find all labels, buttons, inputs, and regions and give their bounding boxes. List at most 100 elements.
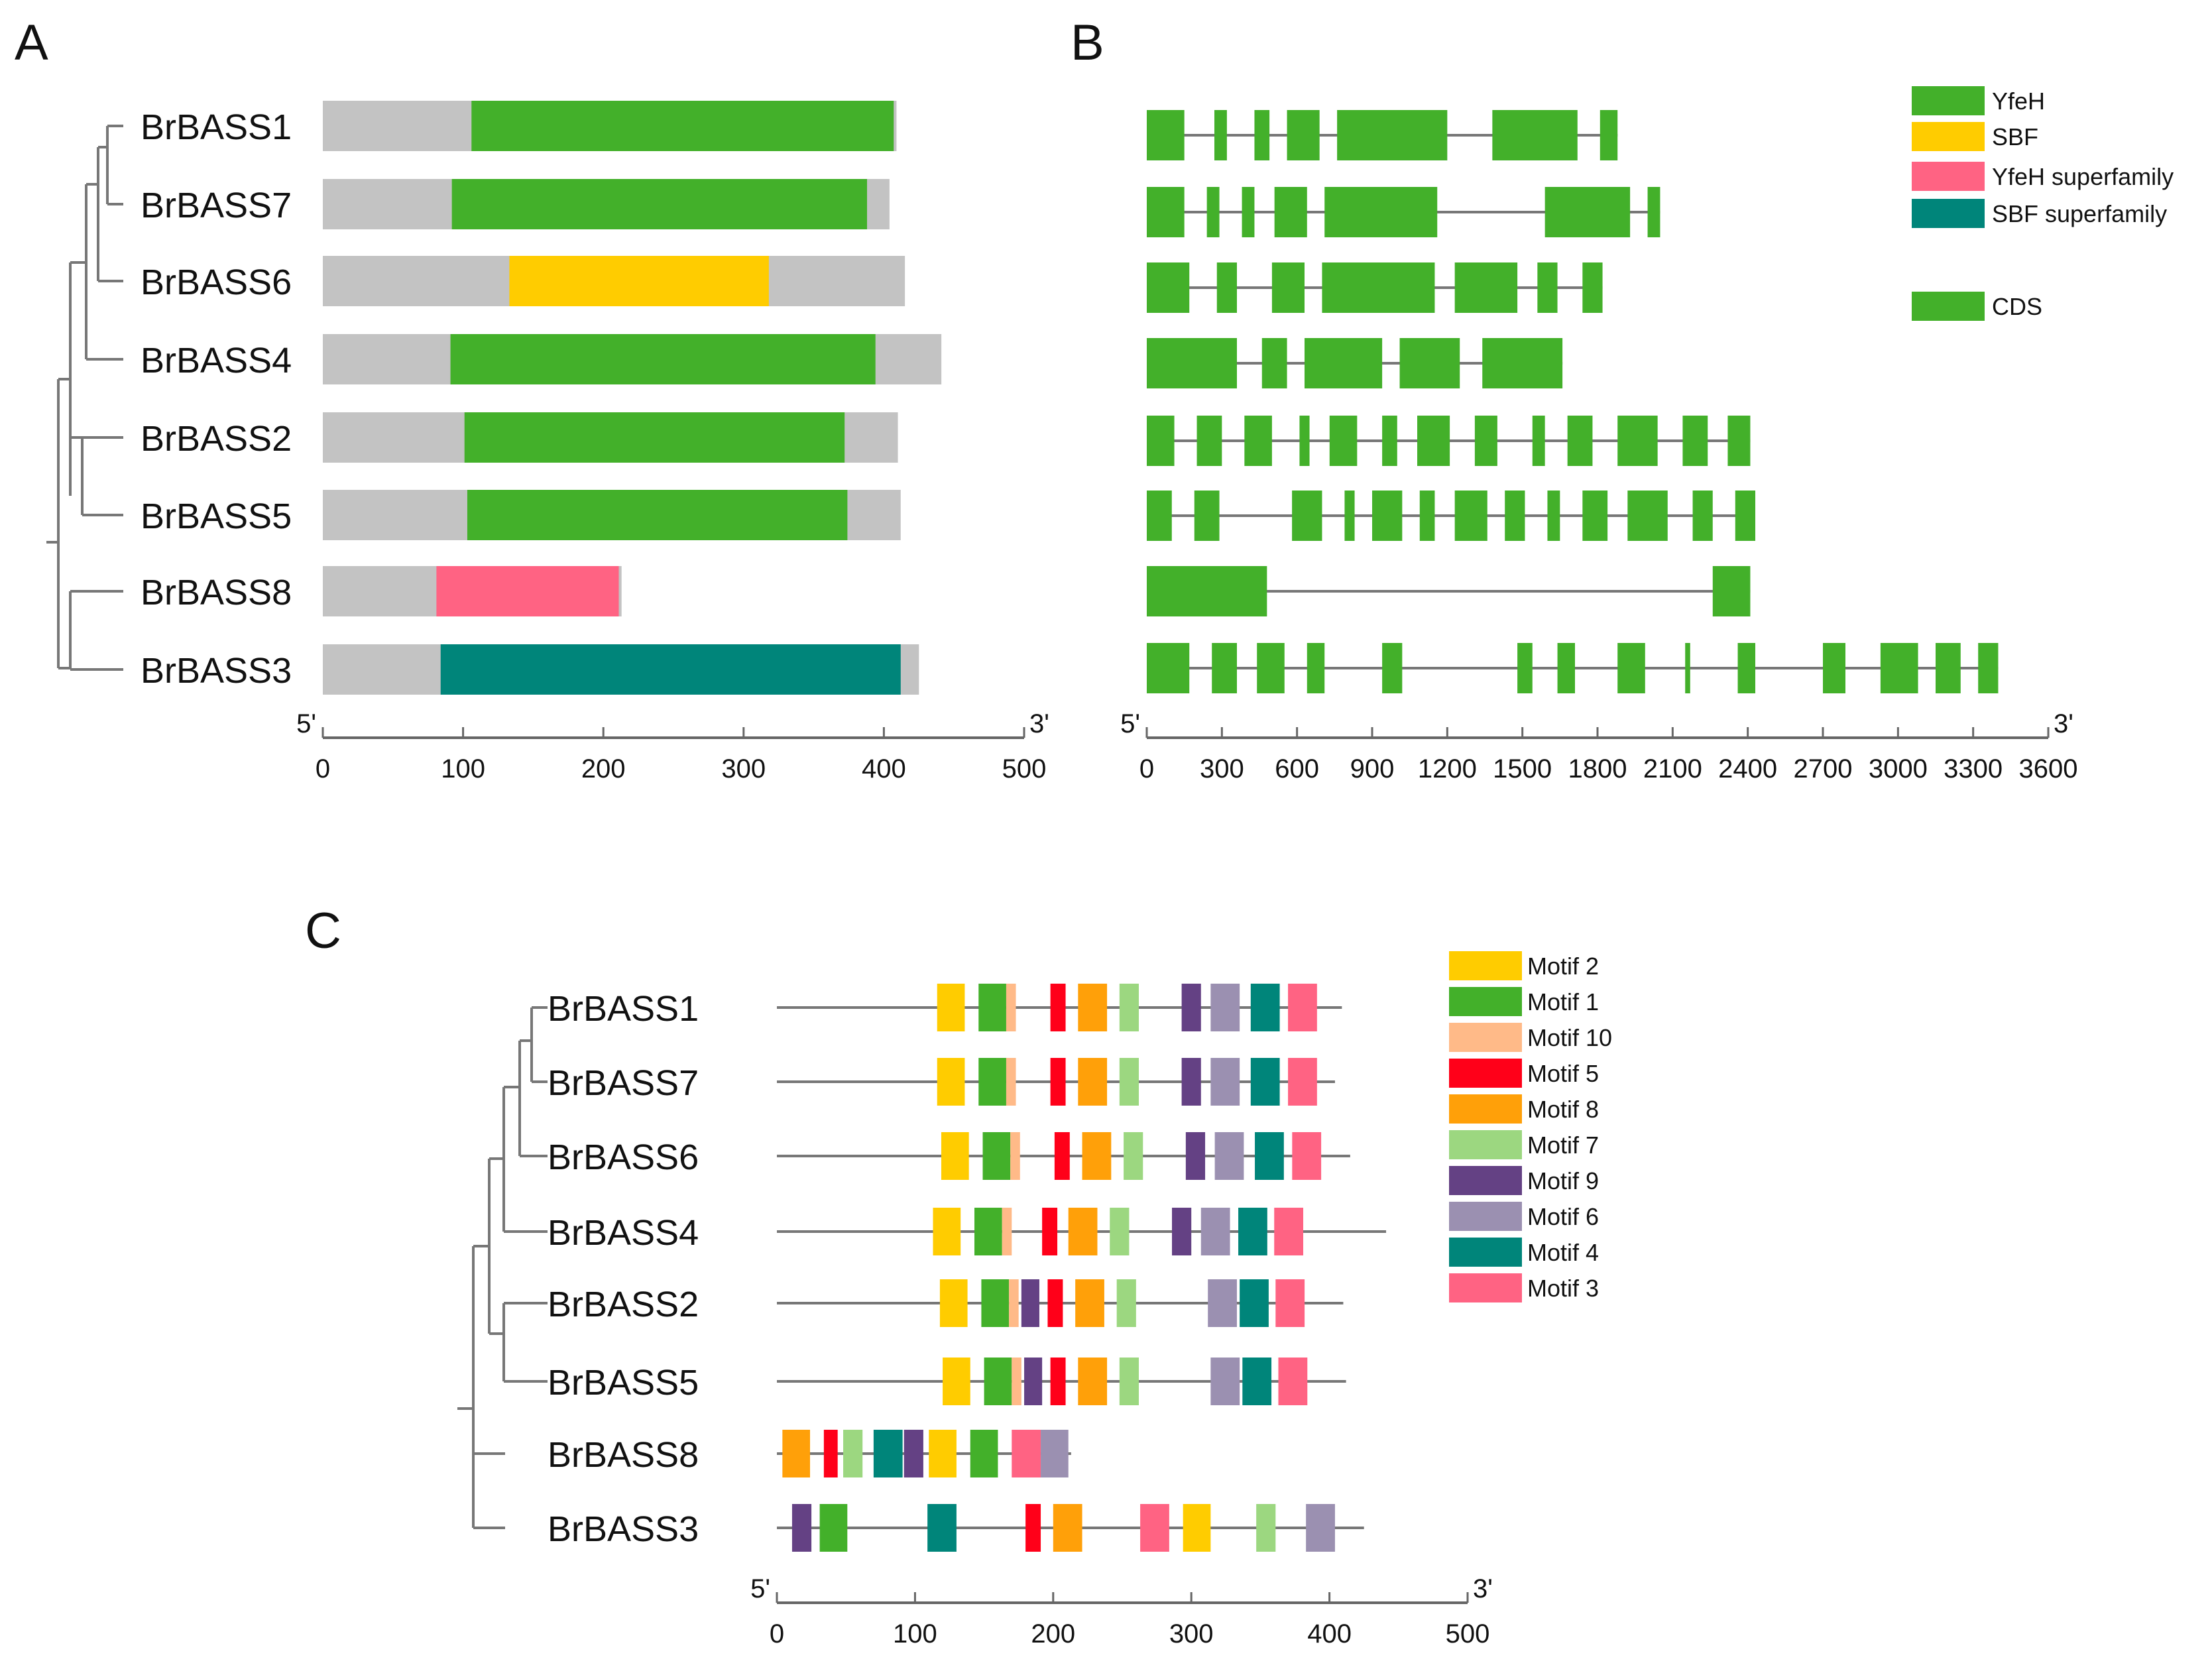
motif-3-block	[1288, 984, 1317, 1031]
motif-6-block	[1210, 984, 1240, 1031]
legend-swatch-motif-8	[1449, 1094, 1522, 1124]
legend-label-motif-6: Motif 6	[1527, 1203, 1599, 1230]
cds-exon	[1274, 187, 1307, 237]
motif-6-block	[1041, 1430, 1069, 1477]
motif-5-block	[1025, 1504, 1041, 1552]
motif-9-block	[903, 1430, 923, 1477]
cds-exon	[1147, 187, 1185, 237]
motif-6-block	[1306, 1504, 1335, 1552]
cds-exon	[1147, 262, 1190, 313]
motif-8-block	[1075, 1279, 1104, 1327]
gene-label-brbass5: BrBASS5	[548, 1363, 699, 1403]
motif-4-block	[1250, 1058, 1280, 1106]
cds-exon	[1242, 187, 1255, 237]
panel-c-tick-label: 300	[1169, 1619, 1214, 1648]
cds-exon	[1617, 643, 1645, 693]
cds-exon	[1212, 643, 1237, 693]
panel-c-end-label: 3'	[1473, 1574, 1493, 1603]
panel-b-tick-label: 3000	[1869, 754, 1928, 783]
panel-b-axis: 0 300 600 900 1200 1500 1800 2100 2400 2700 3000 33…	[1120, 709, 2077, 783]
panel-b-tick-label: 2700	[1794, 754, 1853, 783]
motif-5-block	[1054, 1132, 1070, 1180]
gene-label-brbass3: BrBASS3	[548, 1509, 699, 1549]
motif-8-block	[1078, 1358, 1108, 1405]
cds-exon	[1194, 491, 1220, 541]
panel-a-tick-label: 200	[581, 754, 626, 783]
cds-exon	[1216, 262, 1237, 313]
legend-swatch-motif-5	[1449, 1059, 1522, 1088]
motif-3-block	[1288, 1058, 1317, 1106]
motif-6-block	[1210, 1058, 1240, 1106]
motif-7-block	[1119, 1058, 1139, 1106]
motif-3-block	[1140, 1504, 1169, 1552]
motif-1-block	[974, 1208, 1002, 1255]
cds-exon	[1936, 643, 1961, 693]
motif-4-block	[873, 1430, 903, 1477]
motif-10-block	[1006, 1058, 1016, 1106]
motif-7-block	[843, 1430, 863, 1477]
gene-label-brbass7: BrBASS7	[141, 186, 292, 225]
motif-4-block	[1250, 984, 1280, 1031]
motif-5-block	[1042, 1208, 1058, 1255]
motif-4-block	[1242, 1358, 1272, 1405]
panel-b-start-label: 5'	[1120, 709, 1140, 738]
motif-8-block	[1082, 1132, 1112, 1180]
motif-2-block	[943, 1358, 970, 1405]
motif-4-block	[1240, 1279, 1269, 1327]
motif-8-block	[1053, 1504, 1082, 1552]
legend-label-motif-1: Motif 1	[1527, 988, 1599, 1015]
cds-exon	[1382, 643, 1403, 693]
legend-label-yfeh: YfeH	[1992, 87, 2045, 115]
motif-6-block	[1208, 1279, 1237, 1327]
cds-exon	[1147, 491, 1172, 541]
panel-b-tick-label: 3300	[1944, 754, 2003, 783]
motif-5-block	[1050, 984, 1066, 1031]
cds-exon	[1685, 643, 1690, 693]
legend-swatch-motif-6	[1449, 1202, 1522, 1231]
panel-b-tick-label: 0	[1139, 754, 1154, 783]
cds-exon	[1147, 338, 1237, 388]
cds-exon	[1682, 416, 1708, 466]
motif-4-block	[1255, 1132, 1284, 1180]
motif-7-block	[1124, 1132, 1143, 1180]
cds-exon	[1978, 643, 1999, 693]
motif-10-block	[1002, 1208, 1012, 1255]
domain-sbf	[509, 256, 769, 306]
legend-label-motif-4: Motif 4	[1527, 1239, 1599, 1266]
cds-exon	[1214, 110, 1227, 160]
motif-7-block	[1116, 1279, 1136, 1327]
cds-exon	[1147, 110, 1185, 160]
motif-1-block	[978, 984, 1006, 1031]
cds-exon	[1600, 110, 1618, 160]
cds-exon	[1196, 416, 1222, 466]
motif-7-block	[1110, 1208, 1130, 1255]
motif-8-block	[1068, 1208, 1098, 1255]
cds-exon	[1322, 262, 1435, 313]
panel-c-motif-maps	[777, 984, 1387, 1552]
panel-a-tick-label: 400	[862, 754, 906, 783]
cds-exon	[1329, 416, 1358, 466]
domain-sbf-superfamily	[440, 644, 901, 695]
panel-a-tick-label: 300	[721, 754, 766, 783]
cds-exon	[1712, 566, 1751, 616]
motif-9-block	[791, 1504, 812, 1552]
panel-a-axis: 0 100 200 300 400 500 5' 3'	[296, 709, 1049, 783]
legend-swatch-motif-1	[1449, 987, 1522, 1016]
motif-2-block	[929, 1430, 957, 1477]
motif-3-block	[1274, 1208, 1304, 1255]
cds-exon	[1547, 491, 1560, 541]
motif-2-block	[937, 984, 965, 1031]
panel-c-tick-label: 100	[893, 1619, 937, 1648]
cds-exon	[1399, 338, 1460, 388]
panel-a-start-label: 5'	[296, 709, 316, 738]
panel-b-tick-label: 2400	[1718, 754, 1777, 783]
cds-exon	[1292, 491, 1322, 541]
panel-b-tick-label: 600	[1275, 754, 1319, 783]
motif-8-block	[782, 1430, 811, 1477]
legend-label-sbf-superfamily: SBF superfamily	[1992, 200, 2167, 227]
legend-label-motif-8: Motif 8	[1527, 1096, 1599, 1123]
motif-1-block	[978, 1058, 1006, 1106]
gene-label-brbass5: BrBASS5	[141, 496, 292, 536]
cds-exon	[1692, 491, 1713, 541]
